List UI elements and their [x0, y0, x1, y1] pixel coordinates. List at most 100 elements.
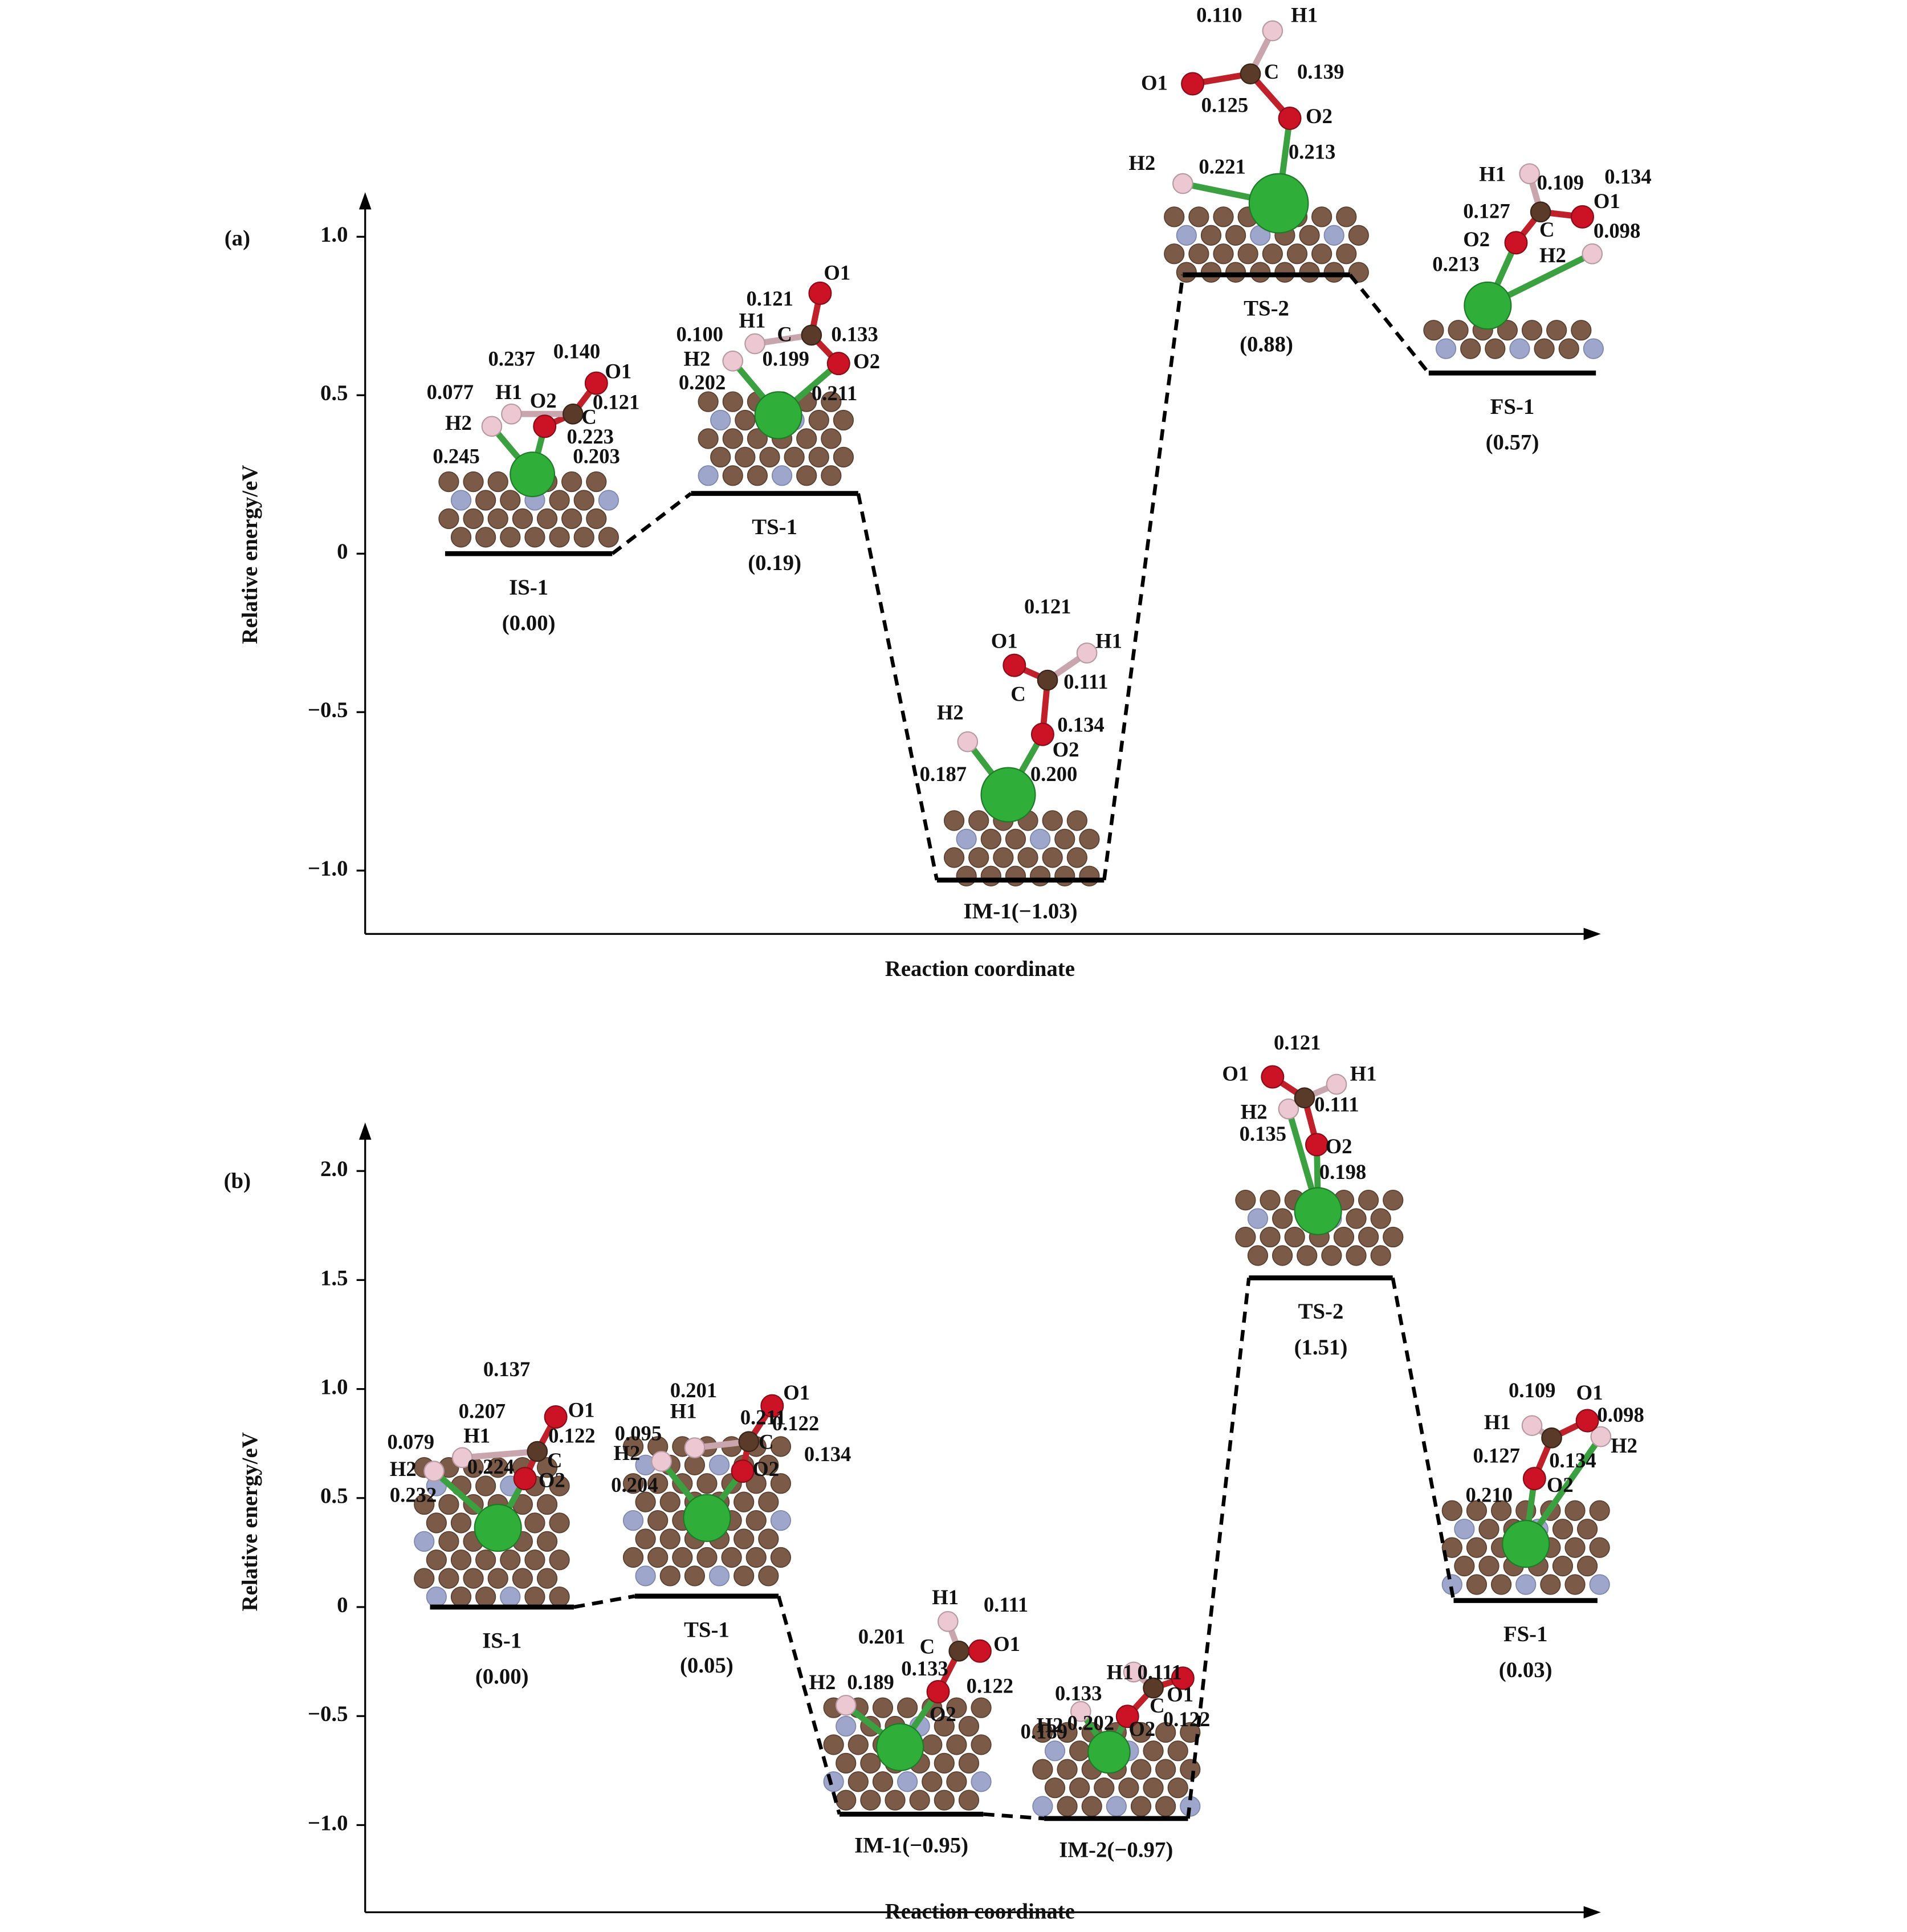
- slab-atom: [659, 1528, 681, 1549]
- annotation: 0.237: [488, 347, 535, 371]
- slab-atom: [1576, 1519, 1598, 1540]
- slab-atom: [1571, 320, 1592, 341]
- slab-atom: [1521, 320, 1543, 341]
- slab-atom: [993, 847, 1014, 868]
- slab-atom: [1200, 225, 1222, 246]
- slab-atom: [1552, 1555, 1574, 1577]
- slab-atom: [1143, 1740, 1164, 1762]
- annotation: 0.098: [1594, 219, 1640, 242]
- slab-atom: [1250, 262, 1271, 283]
- slab-atom: [1534, 338, 1555, 359]
- slab-atom: [796, 465, 817, 486]
- hydrogen-atom: [1590, 1426, 1612, 1447]
- annotation: C: [547, 1449, 562, 1472]
- slab-atom: [946, 1771, 967, 1792]
- annotation: C: [759, 1430, 773, 1454]
- slab-atom: [1272, 1245, 1293, 1266]
- annotation: O2: [752, 1457, 779, 1480]
- slab-atom: [759, 446, 780, 468]
- state-energy: (0.88): [1240, 332, 1293, 356]
- annotation: H2: [809, 1670, 836, 1694]
- state-name: FS-1: [1503, 1622, 1548, 1646]
- slab-atom: [971, 1697, 992, 1718]
- state-name: TS-1: [684, 1617, 730, 1642]
- state-energy: (−1.03): [1012, 899, 1078, 924]
- slab-atom: [758, 1454, 779, 1476]
- annotation: O1: [568, 1398, 595, 1421]
- annotation: 0.134: [1057, 713, 1104, 737]
- annotation: C: [581, 405, 596, 428]
- carbon-atom: [527, 1441, 548, 1462]
- slab-atom: [1383, 1226, 1404, 1248]
- annotation: C: [1150, 1694, 1164, 1717]
- connector: [856, 493, 939, 881]
- axis-arrow: [1583, 1906, 1601, 1919]
- state-energy: (1.51): [1294, 1335, 1348, 1360]
- slab-atom: [821, 428, 842, 449]
- molecule: [1423, 163, 1604, 359]
- slab-atom: [747, 465, 768, 486]
- state-label: IM-1(−1.03): [964, 899, 1078, 924]
- metal-atom: [683, 1494, 731, 1542]
- connector: [611, 492, 692, 555]
- slab-atom: [735, 409, 756, 431]
- annotation: C: [920, 1634, 935, 1658]
- slab-atom: [934, 1789, 955, 1811]
- slab-atom: [708, 1565, 730, 1587]
- oxygen-atom: [1171, 1666, 1195, 1690]
- slab-atom: [847, 1734, 869, 1755]
- state-energy: (−0.97): [1107, 1837, 1173, 1862]
- connector: [1348, 273, 1431, 375]
- hydrogen-atom: [1582, 243, 1603, 265]
- slab-atom: [1321, 1245, 1342, 1266]
- annotation: 0.223: [567, 425, 614, 448]
- annotation: 0.111: [1138, 1661, 1182, 1684]
- y-tick-label: 0: [337, 1593, 348, 1617]
- slab-atom: [872, 1697, 894, 1718]
- state-name: TS-2: [1298, 1299, 1344, 1324]
- oxygen-atom: [1504, 231, 1528, 255]
- annotation: O1: [605, 359, 631, 383]
- slab-atom: [487, 508, 508, 530]
- slab-atom: [823, 1734, 844, 1755]
- slab-atom: [833, 409, 854, 431]
- slab-atom: [1311, 206, 1333, 227]
- slab-atom: [622, 1473, 644, 1494]
- slab-atom: [1069, 1740, 1090, 1762]
- slab-atom: [1225, 225, 1246, 246]
- slab-atom: [771, 465, 793, 486]
- slab-atom: [536, 508, 558, 530]
- annotation: H1: [739, 309, 766, 332]
- hydrogen-atom: [423, 1461, 445, 1482]
- annotation: 0.211: [812, 381, 857, 405]
- annotation: O1: [1576, 1381, 1603, 1404]
- slab-atom: [1054, 828, 1075, 850]
- slab-atom: [438, 508, 459, 530]
- annotation: O2: [1128, 1717, 1155, 1740]
- slab-atom: [696, 1473, 718, 1494]
- annotation: H2: [1241, 1100, 1268, 1123]
- annotation: H2: [683, 347, 710, 371]
- slab-atom: [1167, 1740, 1188, 1762]
- annotation: 0.201: [670, 1378, 717, 1402]
- oxygen-atom: [1278, 106, 1302, 131]
- hydrogen-atom: [651, 1450, 672, 1472]
- x-axis-label: Reaction coordinate: [885, 957, 1075, 981]
- annotation: O2: [1463, 227, 1490, 251]
- slab-atom: [438, 1531, 459, 1552]
- annotation: H2: [1037, 1714, 1063, 1737]
- annotation: 0.134: [1549, 1449, 1596, 1472]
- annotation: H1: [670, 1399, 697, 1422]
- slab-atom: [710, 446, 731, 468]
- annotation: 0.135: [1240, 1122, 1286, 1145]
- molecule: [438, 371, 619, 548]
- slab-atom: [1370, 1245, 1391, 1266]
- y-tick-label: 1.0: [320, 1374, 348, 1399]
- slab-atom: [573, 490, 594, 511]
- annotation: 0.200: [1030, 762, 1077, 786]
- oxygen-atom: [1003, 653, 1026, 677]
- slab-atom: [536, 1457, 558, 1478]
- y-tick-label: −0.5: [308, 1702, 348, 1726]
- slab-atom: [1490, 1574, 1512, 1595]
- metal-atom: [980, 767, 1036, 823]
